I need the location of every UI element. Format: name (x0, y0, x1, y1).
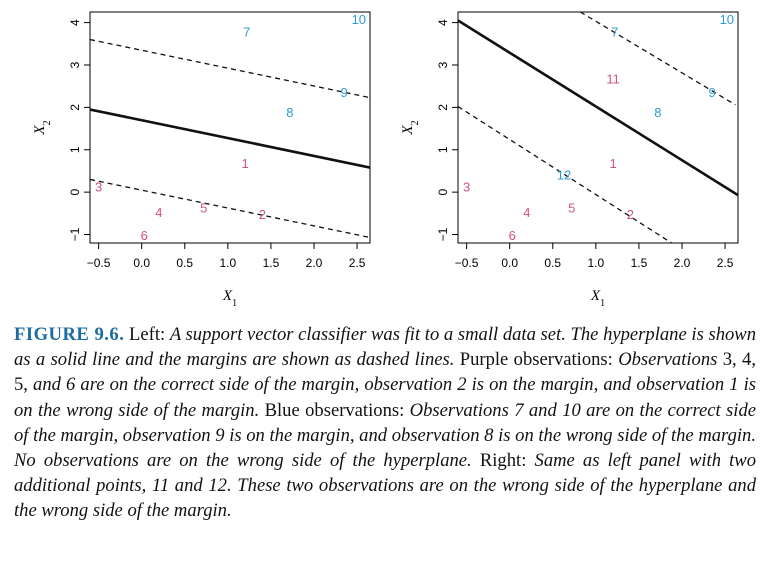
observation-point: 3 (463, 179, 470, 194)
caption-part: Left: (124, 324, 170, 345)
hyperplane-line (90, 108, 370, 169)
observation-point: 8 (286, 105, 293, 120)
y-axis-title-sub: 2 (42, 120, 53, 125)
caption-part: 3, 4, 5, (14, 349, 756, 396)
caption-part: Observations 7 and 10 are on the correct… (14, 399, 756, 472)
y-tick-label: −1 (68, 227, 82, 241)
lines-group (90, 38, 370, 239)
y-tick-label: 3 (68, 61, 82, 68)
y-tick-label: 1 (436, 146, 450, 153)
observation-point: 4 (155, 205, 162, 220)
x-tick-label: 1.5 (263, 256, 280, 270)
caption-part: A support vector classifier was fit to a… (14, 324, 756, 371)
x-tick-label: 2.0 (306, 256, 323, 270)
hyperplane-line (458, 19, 738, 197)
observation-point: 1 (241, 156, 248, 171)
plot-frame (89, 11, 371, 244)
x-tick-label: 1.0 (220, 256, 237, 270)
x-tick-label: 2.5 (349, 256, 366, 270)
observation-point: 8 (654, 105, 661, 120)
y-tick-label: 4 (68, 19, 82, 26)
figure-label: FIGURE 9.6. (14, 324, 125, 345)
caption-part: Same as left panel with two additional p… (14, 450, 757, 522)
observation-point: 6 (141, 228, 148, 243)
x-axis-title: X1 (590, 288, 605, 309)
y-axis-title-sub: 2 (410, 120, 421, 125)
observation-point: 10 (720, 12, 734, 27)
figure-caption: FIGURE 9.6. Left: A support vector class… (14, 322, 756, 524)
observation-point: 7 (611, 25, 618, 40)
x-tick-label: 2.0 (674, 256, 691, 270)
y-tick-label: 0 (436, 188, 450, 195)
x-axis-title: X1 (222, 288, 237, 309)
observation-point: 6 (509, 228, 516, 243)
y-axis-title: X2 (400, 120, 421, 135)
plot-frame (457, 11, 739, 244)
x-axis-title-sub: 1 (600, 298, 605, 309)
y-tick-label: 4 (436, 19, 450, 26)
observation-point: 1 (609, 156, 616, 171)
observation-point: 12 (557, 167, 571, 182)
observation-point: 2 (627, 207, 634, 222)
margin-line (90, 38, 370, 99)
x-tick-label: −0.5 (87, 256, 111, 270)
x-tick-label: −0.5 (455, 256, 479, 270)
x-tick-label: 2.5 (717, 256, 734, 270)
caption-part: and 6 are on the correct side of the mar… (14, 374, 756, 421)
caption-part: Observations (618, 349, 723, 371)
observation-point: 7 (243, 25, 250, 40)
x-tick-label: 1.0 (588, 256, 605, 270)
caption-part: Right: (471, 450, 535, 472)
margin-line (90, 178, 370, 239)
observation-point: 3 (95, 179, 102, 194)
y-axis-title: X2 (32, 120, 53, 135)
y-tick-label: 0 (68, 188, 82, 195)
x-tick-label: 0.0 (133, 256, 150, 270)
caption-part: Purple observations: (454, 349, 619, 371)
observation-point: 5 (568, 201, 575, 216)
caption-part: Blue observations: (259, 399, 410, 421)
margin-line (458, 105, 673, 243)
x-tick-label: 0.0 (501, 256, 518, 270)
y-tick-label: 3 (436, 61, 450, 68)
y-tick-label: 2 (436, 104, 450, 111)
observation-point: 5 (200, 201, 207, 216)
observation-point: 2 (259, 207, 266, 222)
observation-point: 4 (523, 205, 530, 220)
lines-group (458, 12, 738, 243)
y-tick-label: 2 (68, 104, 82, 111)
observation-point: 11 (606, 71, 620, 86)
x-tick-label: 1.5 (631, 256, 648, 270)
observation-point: 10 (352, 12, 366, 27)
x-axis-title-sub: 1 (232, 298, 237, 309)
margin-line (580, 12, 736, 106)
y-tick-label: 1 (68, 146, 82, 153)
observation-point: 9 (709, 85, 716, 100)
observation-point: 9 (341, 85, 348, 100)
left-scatter-plot: −0.5 0.0 0.5 1.0 1.5 2.0 2.5 −1 0 1 2 3 4 X1 X2 1 2 3 4 5 6 7… (32, 11, 371, 309)
y-tick-label: −1 (436, 227, 450, 241)
x-tick-label: 0.5 (544, 256, 561, 270)
x-tick-label: 0.5 (176, 256, 193, 270)
